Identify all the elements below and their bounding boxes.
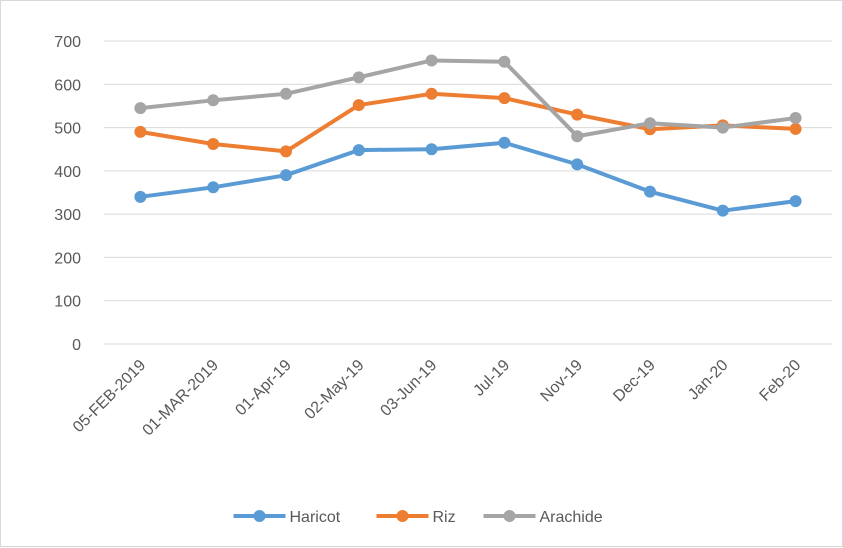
y-tick-label: 300 <box>54 207 81 224</box>
x-tick-label: Dec-19 <box>610 357 659 406</box>
data-point <box>280 145 292 158</box>
y-tick-label: 100 <box>54 294 81 311</box>
series-arachide <box>134 54 802 143</box>
x-tick-label: 05-FEB-2019 <box>70 357 149 436</box>
data-point <box>352 71 365 84</box>
x-tick-label: Feb-20 <box>757 357 805 405</box>
series-line <box>138 140 798 213</box>
series-haricot <box>134 136 802 217</box>
legend-item-arachide: Arachide <box>483 509 603 526</box>
x-tick-label: Nov-19 <box>538 357 587 406</box>
legend-swatch-marker <box>253 510 266 522</box>
data-point <box>498 92 511 105</box>
data-point <box>207 181 220 194</box>
y-tick-label: 0 <box>72 337 81 354</box>
data-point <box>498 55 511 68</box>
y-tick-label: 500 <box>54 121 81 138</box>
x-tick-label: 01-Apr-19 <box>232 357 294 419</box>
data-point <box>571 108 584 121</box>
gridlines <box>104 40 832 345</box>
data-point <box>644 185 656 198</box>
data-point <box>789 122 802 135</box>
x-tick-label: Jul-19 <box>470 357 513 400</box>
y-tick-label: 200 <box>54 250 81 267</box>
data-point <box>425 54 438 67</box>
data-point <box>716 204 729 217</box>
y-axis-ticks: 0 100 200 300 400 500 600 700 <box>54 34 81 354</box>
data-point <box>571 130 584 143</box>
data-point <box>498 136 511 149</box>
data-point <box>571 158 584 171</box>
x-tick-label: Jan-20 <box>685 357 732 404</box>
x-tick-label: 01-MAR-2019 <box>140 357 223 440</box>
data-point <box>280 169 292 182</box>
x-tick-label: 03-Jun-19 <box>377 357 440 420</box>
series-line <box>138 58 798 139</box>
data-point <box>789 112 802 125</box>
data-point <box>134 102 147 115</box>
data-point <box>134 190 147 203</box>
series-lines <box>134 54 802 217</box>
legend-swatch-marker <box>503 510 516 522</box>
legend-item-haricot: Haricot <box>233 509 341 526</box>
data-point <box>789 195 802 208</box>
y-tick-label: 700 <box>54 34 81 51</box>
data-point <box>352 99 365 112</box>
data-point <box>280 87 292 100</box>
legend-label: Haricot <box>290 509 341 526</box>
data-point <box>207 94 220 107</box>
legend-swatch-marker <box>396 510 409 522</box>
data-point <box>207 138 220 151</box>
data-point <box>352 144 365 157</box>
data-point <box>644 117 656 130</box>
data-point <box>134 125 147 138</box>
y-tick-label: 600 <box>54 77 81 94</box>
legend: Haricot Riz Arachide <box>233 509 603 526</box>
x-tick-label: 02-May-19 <box>302 357 368 423</box>
legend-item-riz: Riz <box>376 509 456 526</box>
data-point <box>425 87 438 100</box>
legend-label: Riz <box>433 509 456 526</box>
data-point <box>716 121 729 134</box>
legend-label: Arachide <box>540 509 603 526</box>
y-tick-label: 400 <box>54 164 81 181</box>
data-point <box>425 143 438 156</box>
series-line <box>138 91 798 154</box>
